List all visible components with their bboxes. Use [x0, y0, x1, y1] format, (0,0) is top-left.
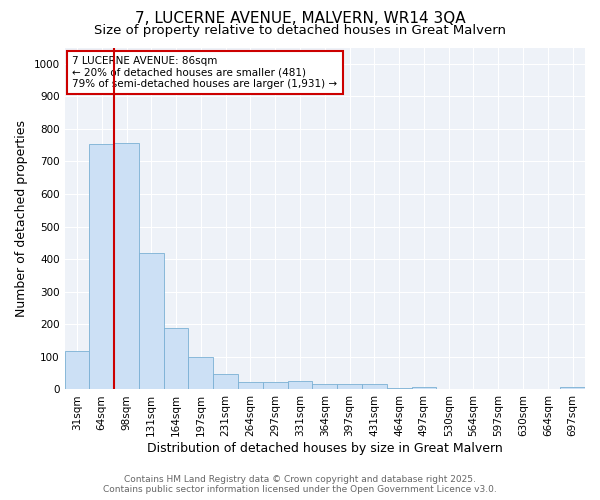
- Bar: [387, 388, 412, 390]
- Bar: [560, 387, 585, 390]
- Text: Contains HM Land Registry data © Crown copyright and database right 2025.
Contai: Contains HM Land Registry data © Crown c…: [103, 474, 497, 494]
- Text: 7 LUCERNE AVENUE: 86sqm
← 20% of detached houses are smaller (481)
79% of semi-d: 7 LUCERNE AVENUE: 86sqm ← 20% of detache…: [73, 56, 337, 89]
- Bar: [114, 142, 139, 390]
- Bar: [287, 380, 313, 390]
- Bar: [164, 328, 188, 390]
- Bar: [337, 384, 362, 390]
- Text: 7, LUCERNE AVENUE, MALVERN, WR14 3QA: 7, LUCERNE AVENUE, MALVERN, WR14 3QA: [134, 11, 466, 26]
- Bar: [362, 384, 387, 390]
- Bar: [313, 384, 337, 390]
- Bar: [89, 144, 114, 390]
- Bar: [188, 357, 213, 390]
- X-axis label: Distribution of detached houses by size in Great Malvern: Distribution of detached houses by size …: [147, 442, 503, 455]
- Bar: [412, 387, 436, 390]
- Y-axis label: Number of detached properties: Number of detached properties: [15, 120, 28, 317]
- Bar: [213, 374, 238, 390]
- Bar: [238, 382, 263, 390]
- Bar: [139, 252, 164, 390]
- Bar: [263, 382, 287, 390]
- Bar: [65, 351, 89, 390]
- Text: Size of property relative to detached houses in Great Malvern: Size of property relative to detached ho…: [94, 24, 506, 37]
